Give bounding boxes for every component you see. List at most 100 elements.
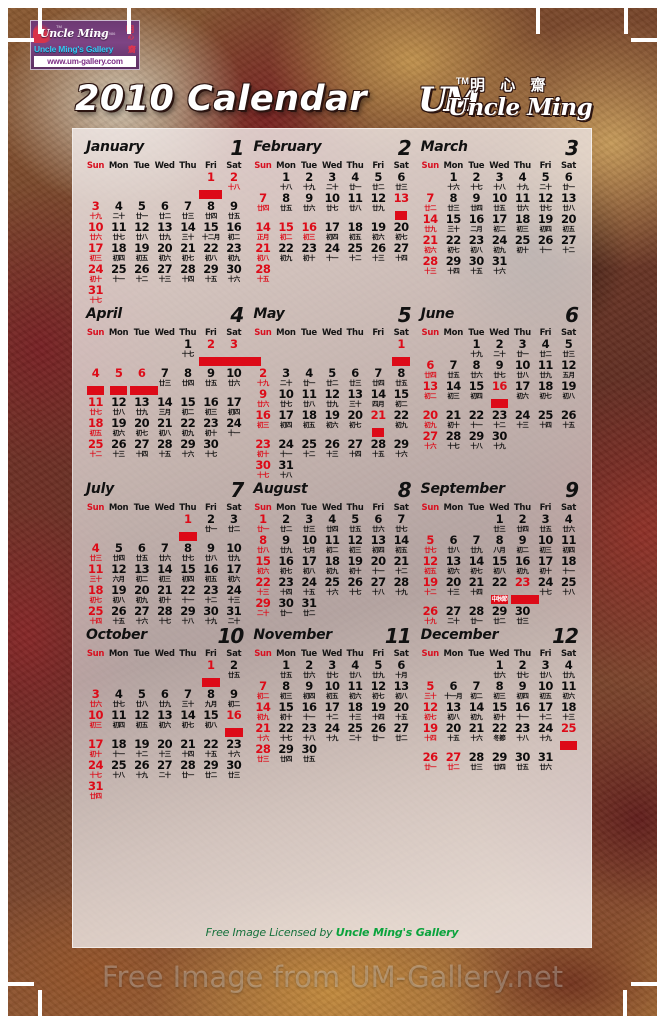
day-cell[interactable]: 5 廿五 [344,513,367,535]
day-cell[interactable]: 5 廿二 [320,367,343,389]
day-cell[interactable]: 13 初八 [442,701,465,723]
day-cell[interactable]: 7 廿四 [251,192,274,222]
day-cell[interactable]: 28 十七 [153,605,176,627]
day-cell[interactable]: 28 十三 [419,255,442,277]
day-cell[interactable]: 29 廿二 [199,759,222,781]
day-cell[interactable]: 25 十八 [557,576,580,606]
day-cell[interactable]: 26 廿一 [419,751,442,773]
day-cell[interactable]: 12 初七 [367,680,390,702]
day-cell[interactable]: 15 初八 [488,555,511,577]
day-cell[interactable]: 16 初七 [274,555,297,577]
day-cell[interactable]: 5 二十 [534,171,557,193]
day-cell[interactable]: 25 十八 [107,759,130,781]
day-cell[interactable]: 16 初三 [297,221,320,243]
day-cell[interactable]: 21 佛誕 [367,409,390,439]
day-cell[interactable]: 16 端午節 [488,380,511,410]
day-cell[interactable]: 3 十九 [84,200,107,222]
day-cell[interactable]: 29 十五 [199,263,222,285]
day-cell[interactable]: 18 初九 [320,555,343,577]
day-cell[interactable]: 8 初三 [488,680,511,702]
day-cell[interactable]: 13 初四 [367,534,390,556]
day-cell[interactable]: 12 廿七 [534,192,557,214]
day-cell[interactable]: 1 回歸日 [176,513,199,543]
day-cell[interactable]: 30 十五 [465,255,488,277]
day-cell[interactable]: 19 十四 [367,701,390,723]
day-cell[interactable]: 20 初九 [130,584,153,606]
day-cell[interactable]: 11 廿七 [107,221,130,243]
day-cell[interactable]: 31 十七 [84,284,107,306]
day-cell[interactable]: 12 廿八 [107,396,130,418]
day-cell[interactable]: 23 十四 [274,576,297,598]
day-cell[interactable]: 8 廿五 [390,367,413,389]
day-cell[interactable]: 10 廿八 [511,359,534,381]
day-cell[interactable]: 23 十八 [297,722,320,744]
day-cell[interactable]: 28 十七 [442,430,465,452]
day-cell[interactable]: 22 初九 [274,242,297,264]
day-cell[interactable]: 24 十一 [274,438,297,460]
day-cell[interactable]: 21 十四 [176,738,199,760]
day-cell[interactable]: 15 初六 [251,555,274,577]
day-cell[interactable]: 12 五月 [557,359,580,381]
day-cell[interactable]: 2 十九 [251,367,274,389]
day-cell[interactable]: 4 廿六 [557,513,580,535]
day-cell[interactable]: 12 初五 [419,555,442,577]
day-cell[interactable]: 6 廿九 [153,688,176,710]
day-cell[interactable]: 24 十三 [222,584,245,606]
day-cell[interactable]: 8 廿六 [465,359,488,381]
day-cell[interactable]: 20 初七 [130,417,153,439]
day-cell[interactable]: 23 十六 [222,738,245,760]
day-cell[interactable]: 23 中秋節翌日 [510,576,539,606]
day-cell[interactable]: 2 廿四 [511,513,534,535]
day-cell[interactable]: 20 十三 [153,738,176,760]
day-cell[interactable]: 15 初四 [176,563,199,585]
day-cell[interactable]: 3 廿六 [84,688,107,710]
day-cell[interactable]: 14 正月 [251,221,274,243]
day-cell[interactable]: 8 廿三 [442,192,465,214]
day-cell[interactable]: 8 廿八 [251,534,274,556]
day-cell[interactable]: 31 廿二 [297,597,320,619]
day-cell[interactable]: 9 初二 [511,534,534,556]
day-cell[interactable]: 20 初七 [344,409,367,439]
day-cell[interactable]: 10 初五 [320,680,343,702]
day-cell[interactable]: 30 廿五 [511,751,534,773]
day-cell[interactable]: 11 三十 [84,563,107,585]
day-cell[interactable]: 30 廿一 [274,597,297,619]
day-cell[interactable]: 5 廿四 [107,542,130,564]
day-cell[interactable]: 14 初五 [390,534,413,556]
day-cell[interactable]: 26 十二 [130,263,153,285]
day-cell[interactable]: 12 六月 [107,563,130,585]
day-cell[interactable]: 9 廿八 [199,542,222,564]
day-cell[interactable]: 14 初九 [251,701,274,723]
day-cell[interactable]: 10 廿六 [222,367,245,397]
day-cell[interactable]: 6 復活節翌日 [130,367,159,397]
day-cell[interactable]: 7 廿二 [419,192,442,214]
day-cell[interactable]: 7 初二 [465,680,488,702]
day-cell[interactable]: 16 二月 [465,213,488,235]
day-cell[interactable]: 14 初七 [176,709,199,739]
day-cell[interactable]: 29 十六 [390,438,413,460]
day-cell[interactable]: 11 廿九 [534,359,557,381]
day-cell[interactable]: 28 廿一 [465,605,488,627]
day-cell[interactable]: 2 二十 [488,338,511,360]
day-cell[interactable]: 7 初二 [251,680,274,702]
day-cell[interactable]: 25 十二 [84,438,107,460]
day-cell[interactable]: 13 初二 [130,563,153,585]
day-cell[interactable]: 3 廿一 [511,338,534,360]
day-cell[interactable]: 5 廿三 [557,338,580,360]
day-cell[interactable]: 23 十二 [199,584,222,606]
day-cell[interactable]: 17 初四 [320,221,343,243]
day-cell[interactable]: 18 初七 [534,380,557,410]
day-cell[interactable]: 6 廿二 [153,200,176,222]
day-cell[interactable]: 14 初七 [465,555,488,577]
day-cell[interactable]: 26 十五 [107,605,130,627]
day-cell[interactable]: 4 廿一 [344,171,367,193]
day-cell[interactable]: 18 初五 [297,409,320,439]
day-cell[interactable]: 14 初三 [442,380,465,410]
day-cell[interactable]: 13 三十 [344,388,367,410]
day-cell[interactable]: 22 初七 [442,234,465,256]
day-cell[interactable]: 17 十二 [534,701,557,723]
day-cell[interactable]: 7 廿六 [153,542,176,564]
day-cell[interactable]: 1 十九 [465,338,488,360]
day-cell[interactable]: 24 十五 [297,576,320,598]
day-cell[interactable]: 1 廿一 [251,513,274,535]
